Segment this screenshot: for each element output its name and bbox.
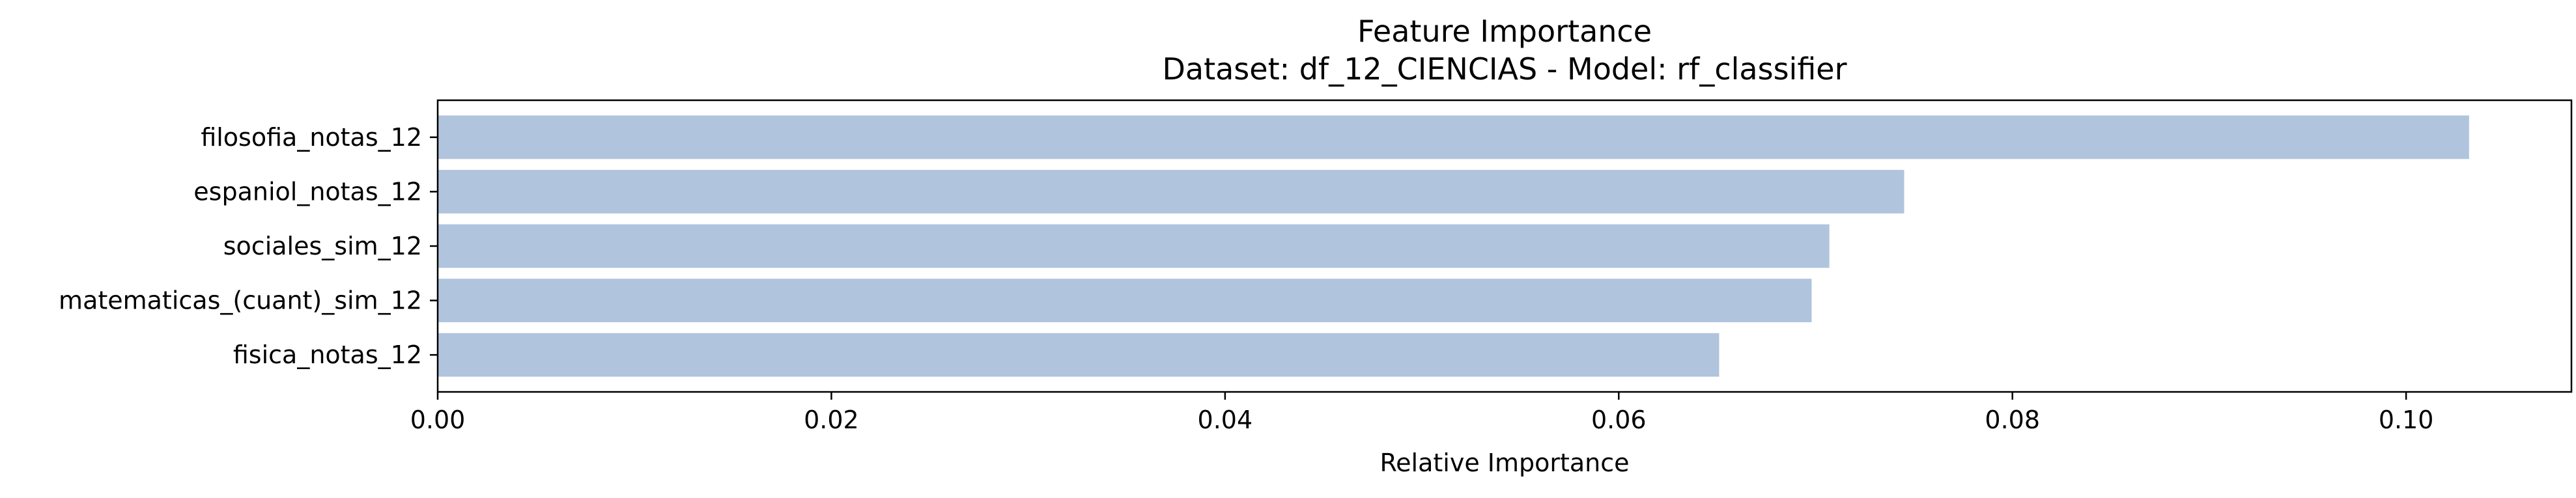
x-tick-label: 0.02 (804, 406, 859, 434)
x-tick-label: 0.04 (1198, 406, 1253, 434)
chart-subtitle: Dataset: df_12_CIENCIAS - Model: rf_clas… (1162, 51, 1847, 87)
y-tick-label: sociales_sim_12 (223, 232, 422, 260)
x-tick-label: 0.08 (1985, 406, 2040, 434)
bar-fisica_notas_12 (438, 333, 1720, 377)
plot-area-frame (436, 99, 2573, 393)
y-tick-label: matematicas_(cuant)_sim_12 (59, 286, 422, 315)
bars-group (438, 115, 2469, 377)
x-tick-label: 0.06 (1591, 406, 1647, 434)
y-tick-label: filosofia_notas_12 (201, 123, 422, 152)
bar-espaniol_notas_12 (438, 169, 1904, 214)
x-tick-label: 0.00 (410, 406, 466, 434)
bar-sociales_sim_12 (438, 224, 1830, 268)
y-tick-label: espaniol_notas_12 (193, 177, 422, 206)
x-axis-ticks: 0.00 0.02 0.04 0.06 0.08 0.10 (410, 392, 2434, 434)
x-axis-label: Relative Importance (1380, 449, 1629, 477)
bar-matematicas_(cuant)_sim_12 (438, 279, 1812, 323)
chart-title: Feature Importance (1357, 14, 1652, 49)
y-tick-label: fisica_notas_12 (233, 340, 422, 369)
x-tick-label: 0.10 (2379, 406, 2434, 434)
bar-filosofia_notas_12 (438, 115, 2469, 159)
y-axis-ticks: filosofia_notas_12 espaniol_notas_12socia… (59, 123, 438, 369)
